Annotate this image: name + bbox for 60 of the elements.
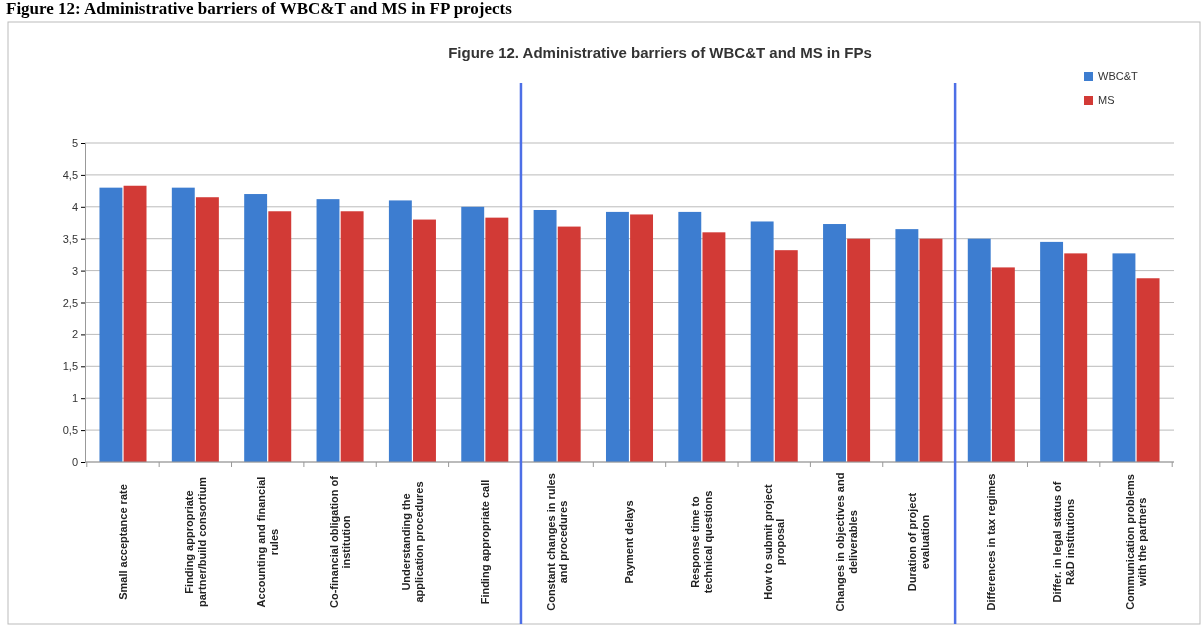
bar (823, 224, 846, 462)
y-tick-label: 2 (71, 328, 78, 341)
x-tick-label: Differences in tax regimes (985, 473, 998, 611)
y-tick-label: 0,5 (62, 424, 78, 437)
bar (557, 226, 581, 462)
bar (919, 238, 943, 462)
bar (171, 187, 195, 462)
y-tick-label: 3 (71, 264, 78, 277)
bar (268, 211, 292, 462)
bar (1040, 241, 1064, 462)
x-tick-label: Duration of project evaluation (906, 492, 932, 592)
bar (195, 197, 219, 462)
x-tick-label: Differ. in legal status of R&D institutions (1051, 481, 1076, 603)
y-tick-label: 1 (71, 392, 78, 405)
bar (750, 221, 774, 462)
bar (413, 219, 436, 462)
x-tick-label: Communication problems with the partners (1123, 474, 1149, 610)
bar (847, 238, 871, 462)
bar (99, 187, 123, 462)
y-tick-label: 1,5 (62, 360, 78, 373)
bar (895, 229, 919, 462)
bar (244, 194, 268, 462)
y-tick-label: 0 (71, 456, 78, 469)
bar (1136, 278, 1160, 462)
bar (702, 232, 726, 462)
bar (678, 211, 702, 462)
bar (316, 199, 340, 462)
bar (630, 214, 654, 462)
bar (388, 200, 412, 462)
bar (340, 211, 364, 462)
x-tick-label: Small acceptance rate (116, 484, 129, 600)
bar (533, 209, 557, 462)
chart-title: Figure 12. Administrative barriers of WBC&T and MS in FPs (448, 44, 872, 61)
x-tick-label: Constant changes in rules and procedures (544, 473, 570, 611)
y-tick-label: 4,5 (62, 168, 78, 181)
bar (485, 217, 509, 462)
bar (991, 267, 1015, 462)
x-tick-label: How to submit project proposal (761, 483, 787, 600)
x-tick-label: Payment delays (623, 500, 636, 584)
caption: Figure 12: Administrative barriers of WBC&T and MS in FP projects (6, 0, 513, 18)
bar (123, 185, 147, 462)
y-tick-label: 2,5 (62, 296, 78, 309)
x-tick-label: Finding appropriate partner/build consortium (182, 476, 208, 608)
y-tick-label: 4 (71, 200, 78, 213)
x-tick-label: Finding appropriate call (478, 479, 491, 605)
x-tick-label: Understanding the application procedures (399, 481, 425, 603)
bar (967, 238, 991, 462)
x-tick-label: Co-financial obligation of institution (327, 475, 353, 608)
x-tick-label: Changes in objectives and deliverables (834, 472, 859, 612)
bar (461, 206, 485, 462)
bar (1064, 253, 1088, 462)
bar (1112, 253, 1136, 462)
y-tick-label: 3,5 (62, 232, 78, 245)
x-tick-label: Accounting and financial rules (255, 476, 280, 608)
bar (605, 211, 629, 462)
x-tick-label: Response time to technical questions (689, 490, 715, 594)
y-tick-label: 5 (71, 137, 78, 150)
legend-label: WBC&T (1098, 70, 1138, 82)
bar (774, 250, 798, 462)
legend-label: MS (1098, 94, 1115, 106)
